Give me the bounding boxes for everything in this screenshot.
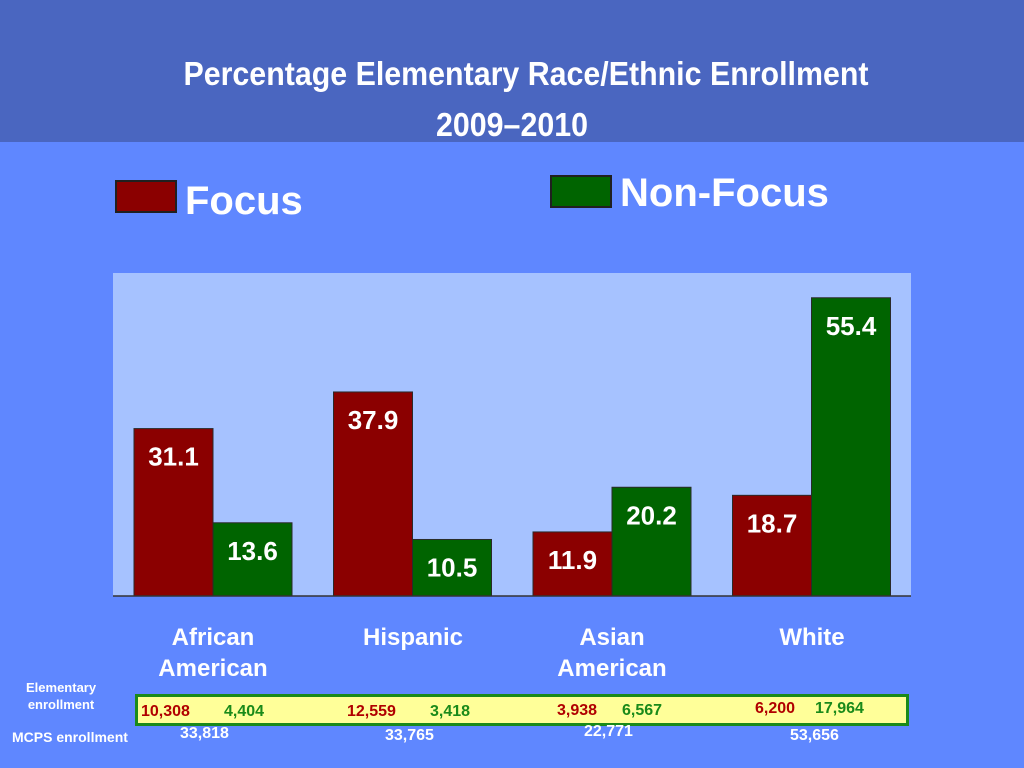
data-label-non-focus-hispanic: 10.5 — [427, 552, 478, 582]
bar-non-focus-african-american — [212, 522, 293, 597]
legend-swatch-focus — [115, 180, 177, 213]
category-label-asian-american: Asian American — [557, 624, 667, 682]
category-label-white: White — [779, 624, 845, 651]
enrollment-non-focus-white: 17,964 — [815, 700, 864, 717]
mcps-enrollment-white: 53,656 — [790, 727, 839, 744]
mcps-enrollment-label: MCPS enrollment — [12, 729, 128, 745]
bar-focus-african-american — [133, 428, 214, 597]
bar-non-focus-white — [811, 297, 891, 597]
mcps-enrollment-hispanic: 33,765 — [385, 727, 434, 744]
mcps-enrollment-asian-american: 22,771 — [584, 723, 633, 740]
bar-non-focus-hispanic — [412, 538, 492, 597]
data-label-focus-asian-american: 11.9 — [548, 545, 597, 575]
data-label-focus-white: 18.7 — [747, 508, 798, 538]
legend-label-focus: Focus — [185, 179, 303, 223]
bar-focus-white — [732, 494, 812, 597]
category-label-hispanic: Hispanic — [362, 624, 464, 651]
elementary-enrollment-label: Elementary enrollment — [26, 680, 97, 712]
enrollment-non-focus-asian-american: 6,567 — [622, 702, 663, 719]
legend-swatch-non-focus — [550, 175, 612, 208]
chart-subtitle: 2009–2010 — [436, 106, 588, 143]
title-bar — [0, 0, 1024, 142]
enrollment-non-focus-hispanic: 3,418 — [430, 703, 471, 720]
enrollment-focus-white: 6,200 — [755, 700, 796, 717]
data-label-non-focus-african-american: 13.6 — [227, 536, 278, 566]
legend-label-non-focus: Non-Focus — [620, 171, 829, 215]
chart-title: Percentage Elementary Race/Ethnic Enroll… — [183, 55, 869, 92]
enrollment-focus-asian-american: 3,938 — [557, 702, 598, 719]
data-label-focus-hispanic: 37.9 — [348, 405, 399, 435]
data-label-non-focus-asian-american: 20.2 — [626, 500, 677, 530]
bar-focus-hispanic — [333, 391, 413, 597]
enrollment-focus-african-american: 10,308 — [141, 703, 190, 720]
enrollment-box — [135, 694, 909, 726]
category-label-african-american: African American — [158, 624, 268, 682]
enrollment-focus-hispanic: 12,559 — [347, 703, 396, 720]
enrollment-non-focus-african-american: 4,404 — [224, 703, 265, 720]
mcps-enrollment-african-american: 33,818 — [180, 725, 229, 742]
bar-non-focus-asian-american — [611, 486, 692, 597]
data-label-non-focus-white: 55.4 — [826, 311, 877, 341]
data-label-focus-african-american: 31.1 — [148, 442, 199, 472]
